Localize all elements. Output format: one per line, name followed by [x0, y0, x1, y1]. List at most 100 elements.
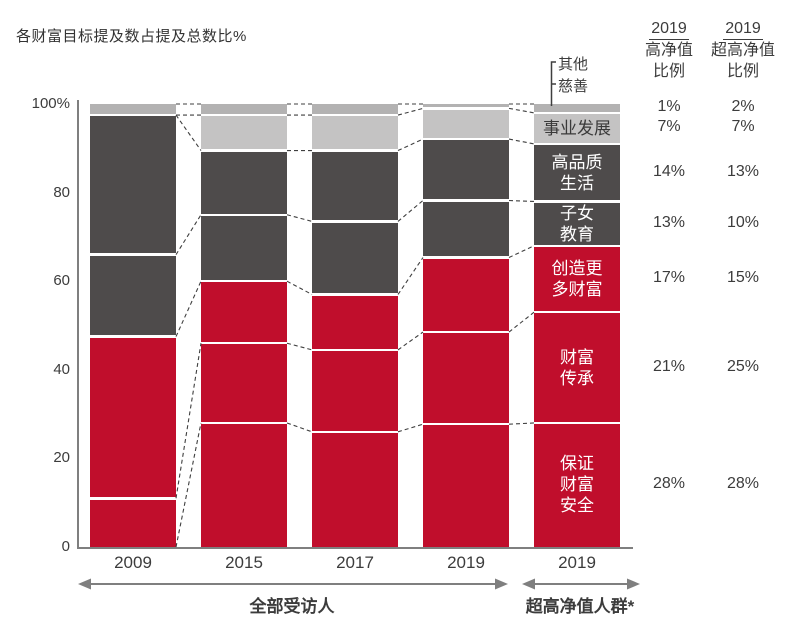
table-value-uhnw-ensure-wealth-safety: 28%	[726, 474, 760, 492]
callout-other-label: 其他	[558, 56, 589, 73]
hnw-year: 2019	[629, 18, 709, 40]
segment-separator	[312, 113, 398, 117]
x-axis-line	[77, 547, 633, 549]
bar-segment-children-education	[312, 221, 398, 295]
bar-segment-wealth-inheritance	[534, 312, 620, 423]
segment-label-children-education: 子女 教育	[560, 203, 594, 244]
bar-segment-other-charity	[423, 104, 509, 109]
segment-separator	[312, 293, 398, 296]
bar-segment-other-charity	[201, 104, 287, 116]
boundary-connector-line	[397, 200, 424, 222]
segment-separator	[534, 244, 620, 247]
segment-separator	[423, 137, 509, 141]
segment-separator	[312, 149, 398, 152]
segment-separator	[423, 422, 509, 426]
boundary-connector-line	[397, 257, 424, 295]
segment-separator	[90, 335, 176, 338]
bar-segment-high-quality-life	[90, 115, 176, 255]
bar-segment-children-education	[90, 254, 176, 337]
bar-segment-wealth-inheritance	[90, 498, 176, 547]
bar-segment-ensure-wealth-safety	[423, 424, 509, 547]
bar-segment-ensure-wealth-safety	[201, 422, 287, 547]
table-value-hnw-wealth-inheritance: 21%	[652, 357, 686, 375]
bar-segment-ensure-wealth-safety	[312, 431, 398, 547]
table-value-hnw-ensure-wealth-safety: 28%	[652, 474, 686, 492]
boundary-connector-line	[397, 423, 424, 433]
bar-segment-career-development	[201, 115, 287, 151]
segment-separator	[201, 279, 287, 283]
boundary-connector-line	[175, 214, 202, 255]
table-value-uhnw-create-more-wealth: 15%	[726, 268, 760, 286]
y-axis-label: 80	[53, 183, 70, 201]
segment-label-wealth-inheritance: 财富 传承	[560, 347, 594, 388]
table-value-hnw-children-education: 13%	[652, 213, 686, 231]
uhnw-label: 超高净值	[710, 42, 775, 59]
y-axis-label: 60	[53, 272, 70, 290]
x-axis-label: 2019	[447, 553, 485, 572]
bar-segment-high-quality-life	[423, 139, 509, 201]
segment-label-ensure-wealth-safety: 保证 财富 安全	[560, 454, 594, 516]
group-label-all-respondents: 全部受访人	[249, 597, 335, 616]
uhnw-year: 2019	[698, 18, 788, 40]
segment-separator	[201, 341, 287, 345]
segment-separator	[534, 142, 620, 146]
segment-label-career-development: 事业发展	[543, 118, 611, 138]
table-value-uhnw-other-charity: 2%	[731, 98, 755, 116]
boundary-connector-line	[286, 422, 313, 433]
boundary-connector-line	[508, 311, 535, 333]
segment-separator	[90, 113, 176, 117]
bar-segment-other-charity	[312, 104, 398, 116]
segment-label-high-quality-life: 高品质 生活	[551, 152, 603, 193]
boundary-connector-line	[175, 422, 202, 548]
group-label-uhnw: 超高净值人群*	[525, 597, 635, 616]
bar-segment-create-more-wealth	[534, 245, 620, 313]
bar-segment-high-quality-life	[534, 143, 620, 202]
segment-separator	[423, 330, 509, 334]
boundary-connector-line	[286, 214, 313, 222]
bar-segment-high-quality-life	[312, 150, 398, 222]
segment-separator	[534, 421, 620, 425]
y-axis-label: 100%	[31, 95, 70, 112]
boundary-connector-line	[508, 245, 535, 259]
bar-segment-high-quality-life	[201, 150, 287, 215]
bar-segment-other-charity	[90, 104, 176, 116]
segment-separator	[534, 310, 620, 314]
chart-title: 各财富目标提及数占提及总数比%	[16, 28, 247, 45]
boundary-connector-line	[508, 138, 535, 145]
boundary-connector-line	[508, 199, 535, 203]
segment-separator	[201, 421, 287, 425]
x-axis-label: 2019	[558, 553, 596, 572]
y-axis-label: 40	[53, 360, 70, 378]
segment-separator	[312, 348, 398, 352]
segment-separator	[312, 220, 398, 223]
bar-segment-career-development	[312, 115, 398, 151]
table-value-hnw-create-more-wealth: 17%	[652, 268, 686, 286]
y-axis-line	[77, 100, 79, 549]
y-axis-label: 0	[61, 538, 70, 555]
segment-separator	[534, 111, 620, 115]
segment-separator	[90, 497, 176, 500]
table-value-uhnw-wealth-inheritance: 25%	[726, 357, 760, 375]
bar-segment-children-education	[201, 214, 287, 282]
bar-segment-wealth-inheritance	[201, 343, 287, 423]
bar-segment-other-charity	[534, 104, 620, 113]
bar-segment-children-education	[423, 200, 509, 258]
table-value-uhnw-children-education: 10%	[726, 213, 760, 231]
bar-segment-career-development	[534, 112, 620, 144]
table-value-hnw-high-quality-life: 14%	[652, 162, 686, 180]
segment-separator	[534, 200, 620, 203]
boundary-connector-line	[175, 280, 202, 337]
segment-separator	[201, 113, 287, 117]
uhnw-ratio-label: 比例	[726, 63, 759, 80]
segment-label-create-more-wealth: 创造更 多财富	[551, 258, 603, 299]
column-header-uhnw-2019: 2019 超高净值 比例	[698, 18, 788, 82]
column-header-hnw-2019: 2019 高净值 比例	[629, 18, 709, 82]
boundary-connector-line	[397, 107, 424, 116]
bar-segment-wealth-inheritance	[423, 332, 509, 425]
boundary-connector-line	[286, 342, 313, 351]
bar-segment-create-more-wealth	[423, 257, 509, 333]
y-axis-label: 20	[53, 449, 70, 467]
x-axis-label: 2015	[225, 553, 263, 572]
bar-segment-ensure-wealth-safety	[534, 422, 620, 547]
